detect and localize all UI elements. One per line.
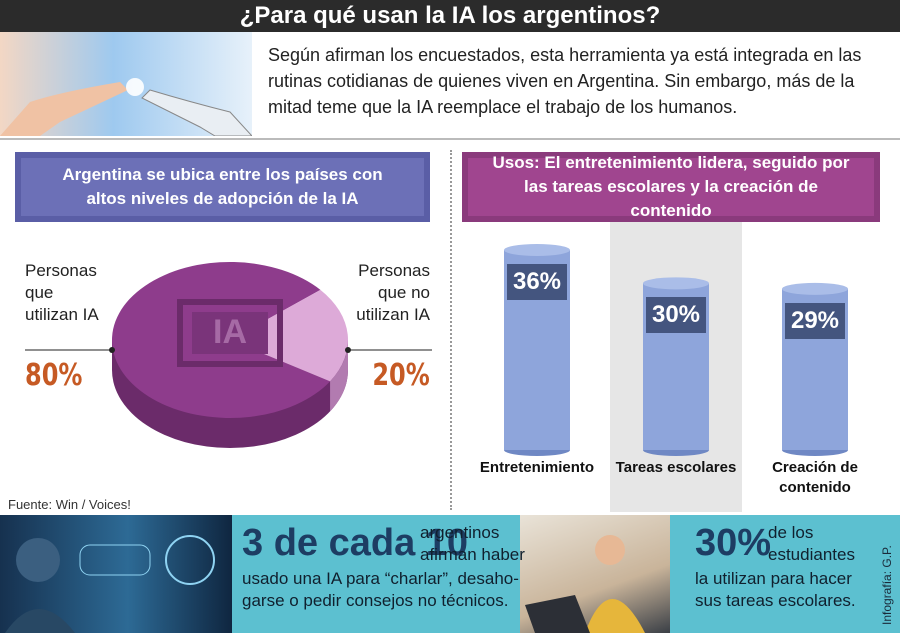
student-head xyxy=(595,535,625,565)
title-bar xyxy=(0,0,900,32)
bar-top xyxy=(504,244,570,256)
callout-line: la utilizan para hacer xyxy=(695,569,852,588)
callout-text: la utilizan para hacer sus tareas escola… xyxy=(695,568,856,612)
page-title: ¿Para qué usan la IA los argentinos? xyxy=(239,2,661,29)
bar-top xyxy=(782,282,848,295)
chip-icon xyxy=(177,299,283,367)
robot-head xyxy=(165,535,215,585)
intro-line: rutinas cotidianas de quienes viven en A… xyxy=(268,71,855,91)
laptop xyxy=(525,595,590,633)
source: Fuente: Win / Voices! xyxy=(8,497,131,512)
x-tick-label: Entretenimiento xyxy=(479,459,595,476)
callout-line: estudiantes xyxy=(768,545,855,564)
credit: Infografía: G.P. xyxy=(880,545,894,625)
hand xyxy=(0,82,128,136)
callout-highlight: 30% xyxy=(695,522,772,564)
student-body xyxy=(585,599,645,633)
callout-line: de los xyxy=(768,523,814,542)
bottom-image-left xyxy=(0,515,232,633)
bar-value-label: 29% xyxy=(785,302,845,339)
ai-illustration xyxy=(5,535,215,633)
student-illustration xyxy=(525,535,645,633)
chat-bubble xyxy=(79,544,151,576)
pie-value-label: 20% xyxy=(372,358,430,393)
robot-hand xyxy=(141,89,252,136)
chip-label: IA xyxy=(213,313,247,351)
bar-top xyxy=(643,277,709,290)
divider xyxy=(450,150,452,510)
chip-core xyxy=(192,312,268,354)
leader-dot xyxy=(345,347,351,353)
callout-highlight: 3 de cada 10 xyxy=(242,522,469,564)
intro-text: Según afirman los encuestados, esta herr… xyxy=(268,42,861,120)
intro-image xyxy=(0,32,252,136)
pie-side xyxy=(330,340,348,412)
spark xyxy=(126,78,144,96)
pie-banner: Argentina se ubica entre los países con … xyxy=(15,152,430,222)
person-body xyxy=(5,609,75,633)
separator xyxy=(0,138,900,140)
callout-line: sus tareas escolares. xyxy=(695,591,856,610)
callout-line: afirman haber xyxy=(420,545,525,564)
intro-illustration xyxy=(0,78,252,136)
pie-value-label: 80% xyxy=(25,358,83,393)
bar-value-label: 36% xyxy=(507,264,567,300)
callout-text: argentinos afirman haber xyxy=(420,522,525,566)
x-tick-label: Creación de contenido xyxy=(772,459,858,496)
x-tick-label: Tareas escolares xyxy=(615,459,737,476)
bottom-image-right xyxy=(520,515,670,633)
callout-text: de los estudiantes xyxy=(768,522,855,566)
pie-label: Personas que utilizan IA xyxy=(25,261,99,324)
leader-dot xyxy=(109,347,115,353)
bar-banner: Usos: El entretenimiento lidera, seguido… xyxy=(462,152,880,222)
intro-line: mitad teme que la IA reemplace el trabaj… xyxy=(268,97,738,117)
bar-value-label: 30% xyxy=(646,297,706,334)
callout-line: usado una IA para “charlar”, desaho- xyxy=(242,569,519,588)
person-head xyxy=(16,538,60,582)
callout-text: usado una IA para “charlar”, desaho- gar… xyxy=(242,568,519,612)
pie-slice xyxy=(230,289,348,382)
callout-line: argentinos xyxy=(420,523,500,542)
pie-label: Personas que no utilizan IA xyxy=(356,261,430,324)
intro-line: Según afirman los encuestados, esta herr… xyxy=(268,45,862,65)
callout-line: garse o pedir consejos no técnicos. xyxy=(242,591,509,610)
